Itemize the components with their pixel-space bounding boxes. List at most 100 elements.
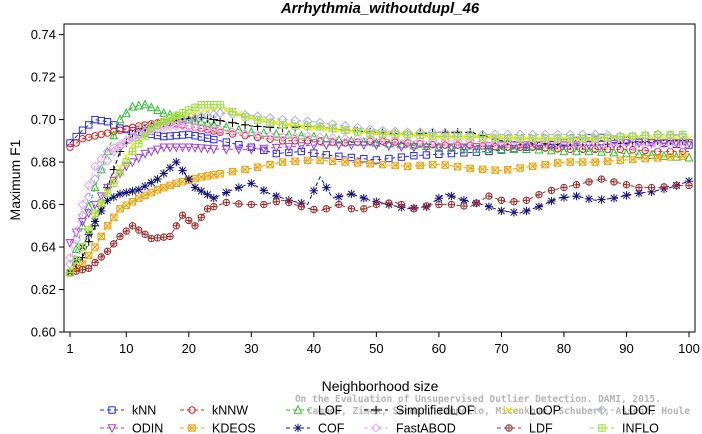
- data-point: [322, 183, 331, 192]
- data-point: [391, 161, 399, 170]
- data-point: [210, 171, 218, 179]
- data-point: [372, 156, 381, 164]
- data-point: [83, 192, 94, 203]
- data-point: [121, 136, 132, 147]
- data-point: [641, 146, 649, 155]
- series-ldf: [66, 175, 693, 277]
- data-point: [677, 140, 688, 150]
- data-point: [334, 141, 344, 151]
- data-point: [178, 211, 187, 219]
- data-point: [403, 162, 412, 171]
- data-point: [315, 122, 325, 132]
- data-point: [65, 239, 75, 249]
- data-point: [327, 132, 338, 143]
- data-point: [122, 201, 130, 209]
- data-point: [453, 163, 462, 171]
- legend-label: ODIN: [132, 422, 163, 434]
- data-point: [559, 193, 569, 202]
- data-point: [421, 141, 431, 151]
- data-point: [616, 132, 625, 142]
- data-point: [297, 147, 306, 156]
- data-point: [235, 140, 243, 149]
- data-point: [85, 264, 93, 272]
- data-point: [271, 128, 281, 138]
- data-point: [584, 146, 594, 156]
- data-point: [246, 145, 256, 155]
- data-point: [522, 134, 530, 142]
- x-tick-label: 100: [678, 341, 700, 356]
- series-odin: [65, 139, 694, 249]
- data-point: [622, 191, 631, 200]
- legend-label: SimplifiedLOF: [396, 404, 475, 418]
- legend-label: KDEOS: [212, 422, 256, 434]
- data-point: [410, 205, 418, 213]
- series-line-cof: [69, 161, 690, 273]
- legend-item-ldf: LDF: [497, 422, 553, 434]
- data-point: [485, 192, 493, 200]
- data-point: [503, 134, 512, 143]
- data-point: [215, 100, 225, 109]
- data-point: [103, 247, 112, 255]
- series-kdeos: [66, 152, 690, 277]
- data-point: [522, 196, 531, 205]
- data-point: [160, 183, 168, 192]
- data-point: [459, 143, 469, 153]
- data-point: [135, 194, 143, 202]
- data-point: [135, 226, 143, 234]
- data-point: [666, 153, 674, 161]
- data-point: [566, 158, 574, 166]
- data-point: [378, 160, 387, 169]
- data-point: [385, 199, 393, 207]
- chart-title: Arrhythmia_withoutdupl_46: [280, 0, 480, 17]
- legend-marker: [597, 405, 607, 415]
- data-point: [428, 160, 437, 169]
- data-point: [484, 142, 494, 152]
- plot-frame: [63, 23, 696, 333]
- data-point: [178, 143, 188, 153]
- data-point: [77, 199, 88, 210]
- data-point: [641, 154, 649, 163]
- data-point: [259, 144, 269, 154]
- data-point: [241, 165, 249, 174]
- data-point: [472, 199, 481, 207]
- data-point: [153, 174, 162, 184]
- data-point: [165, 143, 175, 153]
- data-point: [128, 141, 137, 149]
- data-point: [528, 162, 537, 171]
- data-point: [566, 134, 575, 143]
- data-point: [597, 195, 606, 204]
- data-point: [685, 181, 693, 190]
- y-tick-label: 0.74: [31, 27, 56, 42]
- data-point: [491, 143, 499, 151]
- data-point: [240, 112, 250, 122]
- data-point: [128, 158, 138, 168]
- legend-item-odin: ODIN: [100, 422, 163, 434]
- data-point: [277, 131, 288, 142]
- data-point: [222, 138, 231, 146]
- data-point: [447, 191, 456, 201]
- data-point: [384, 138, 394, 148]
- data-point: [546, 141, 556, 151]
- data-point: [128, 101, 138, 111]
- data-point: [666, 130, 675, 139]
- data-point: [146, 102, 156, 112]
- data-point: [428, 131, 437, 141]
- data-point: [466, 164, 474, 173]
- legend-item-inflo: INFLO: [590, 422, 659, 434]
- data-point: [684, 139, 694, 149]
- data-point: [640, 140, 651, 150]
- data-point: [660, 183, 668, 191]
- data-point: [210, 135, 218, 144]
- data-point: [140, 131, 150, 141]
- data-point: [303, 156, 312, 165]
- data-point: [103, 189, 112, 198]
- data-point: [97, 198, 106, 208]
- data-point: [559, 146, 569, 156]
- data-point: [296, 142, 306, 152]
- data-point: [484, 202, 494, 211]
- data-point: [341, 158, 349, 166]
- data-point: [109, 192, 118, 202]
- data-point: [460, 149, 468, 157]
- data-point: [584, 141, 594, 151]
- data-point: [90, 217, 100, 226]
